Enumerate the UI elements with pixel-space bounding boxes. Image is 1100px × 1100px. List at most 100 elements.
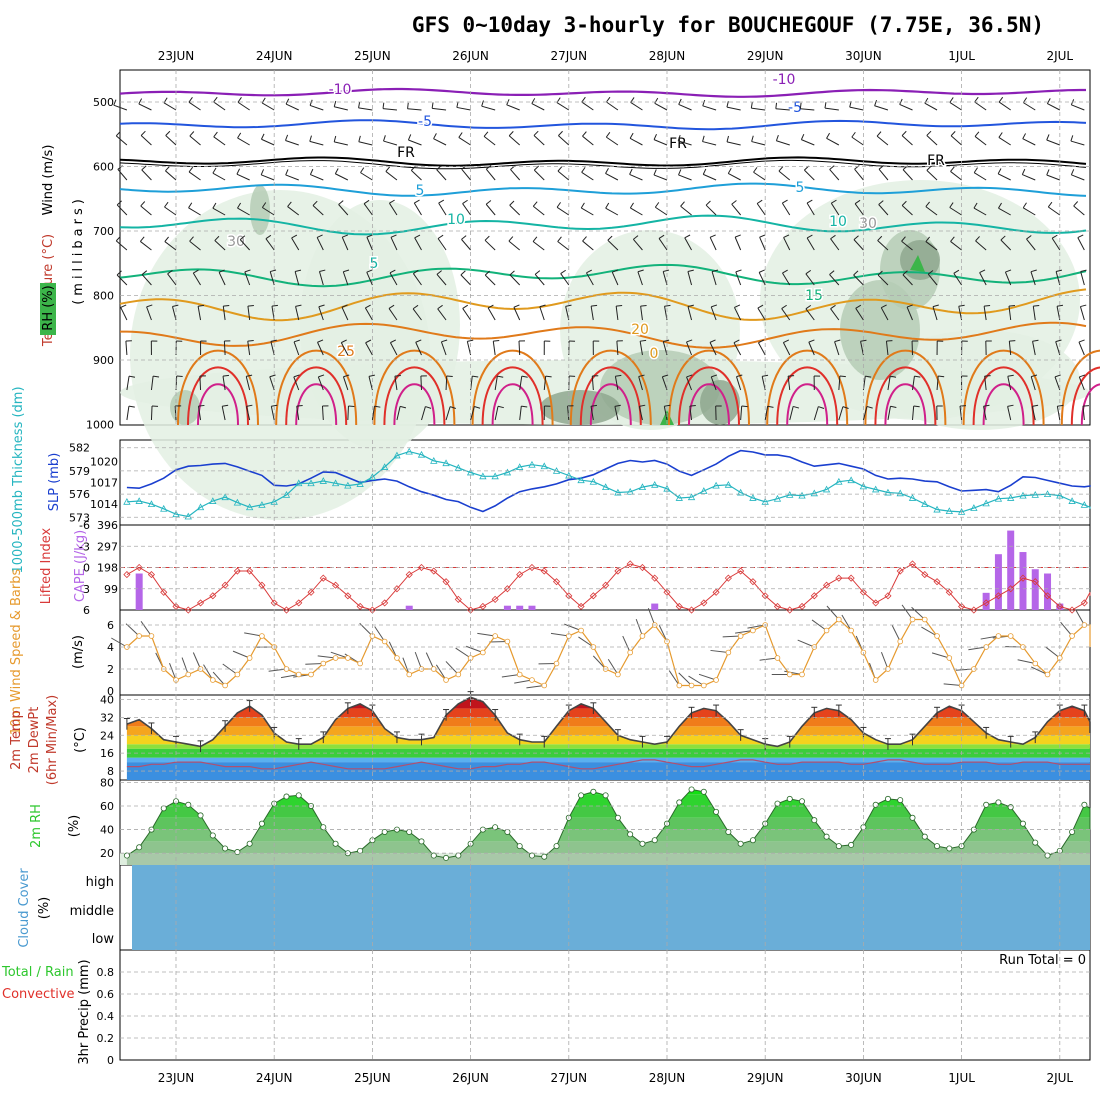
wind-barb-flag (365, 339, 372, 344)
rh-marker (627, 831, 634, 838)
wind-barb-10m (901, 604, 913, 620)
wind-barb-flag (431, 102, 434, 109)
surface-temp-dome (471, 349, 554, 426)
wind-barb-flag (854, 165, 860, 170)
rh-marker (872, 801, 879, 808)
wind-barb-10m (911, 606, 926, 620)
wind-barb-10m (203, 664, 214, 681)
wind-barb (222, 306, 226, 321)
wind-barb-flag (826, 132, 830, 139)
thickness-marker (258, 501, 266, 508)
wind-speed-marker (529, 677, 535, 683)
wind-barb-flag (407, 102, 409, 109)
wind-barb-10m (280, 674, 299, 679)
rh-marker (700, 788, 707, 795)
profile-ylabel-rh: RH (%) (41, 285, 56, 330)
thickness-marker (233, 498, 242, 506)
wind-barb (605, 173, 619, 181)
wind-barb-flag (260, 169, 265, 176)
wind-barb (1026, 238, 1036, 251)
wind-barb-10m (455, 647, 471, 659)
wind-barb-flag (141, 165, 147, 171)
wind-barb-flag (146, 304, 153, 308)
wind-barb-flag (709, 339, 716, 343)
rh-marker (823, 833, 830, 840)
wind-barb (389, 272, 398, 286)
wind-barb-flag (950, 236, 955, 242)
wind-barb (686, 341, 693, 356)
wind-barb-flag (441, 339, 448, 343)
surface-temp-dome (864, 349, 947, 426)
wind-barb (532, 205, 545, 216)
wind-barb (317, 376, 324, 391)
contour-label: 5 (796, 180, 805, 196)
wind-barb-flag (556, 202, 561, 208)
temp-ylabel-1: 2m Temp (9, 710, 24, 770)
wind-barb (800, 108, 815, 111)
date-label-bottom: 29JUN (747, 1071, 784, 1085)
wind-barb-flag (590, 404, 598, 407)
date-label-top: 2JUL (1046, 49, 1073, 63)
thickness-marker (442, 459, 450, 467)
wind-barb-flag (222, 374, 230, 377)
contour-label: 30 (227, 234, 245, 250)
wind-barb (412, 273, 422, 286)
wind-barb-flag (664, 404, 671, 407)
wind-barb (973, 207, 987, 216)
wind-barb (630, 101, 643, 111)
pressure-tick-label: 800 (93, 290, 114, 303)
wind-barb-flag (629, 202, 634, 209)
thickness-marker (626, 487, 634, 495)
wind-barb (519, 406, 522, 421)
precip-ylabel-total: Total / Rain (1, 965, 74, 980)
wind-panel (111, 604, 1091, 689)
wind-barb-10m (735, 630, 753, 634)
rh-marker (884, 795, 891, 802)
li-marker (773, 602, 782, 611)
wind-barb-flag (686, 339, 693, 343)
wind-barb-flag (415, 339, 422, 343)
wind-barb (293, 376, 300, 391)
thickness-marker (724, 480, 733, 488)
wind-barb (705, 204, 717, 216)
wind-barb (445, 406, 451, 421)
wind-barb (662, 271, 668, 286)
wind-speed-marker (148, 633, 155, 639)
wind-barb (558, 135, 570, 146)
wind-barb-flag (702, 135, 705, 142)
wind-barb-10m (710, 649, 729, 653)
wind-speed-marker (222, 682, 228, 689)
wind-barb-flag (829, 165, 835, 170)
rh-marker (258, 820, 265, 827)
wind-speed-marker (259, 633, 265, 639)
wind-barb (710, 376, 717, 391)
wind-barb-flag (800, 133, 805, 140)
wind-barb-flag (334, 168, 339, 174)
wind-speed-marker (246, 655, 253, 661)
rh-band (126, 829, 1090, 842)
thickness-marker (196, 503, 205, 511)
surface-temp-dome (285, 366, 348, 426)
cape-bar (994, 554, 1002, 610)
temp-contour-minus10 (119, 87, 1086, 98)
grid-lines (120, 70, 1090, 1060)
wind-barb (1055, 341, 1061, 356)
thickness-marker (957, 508, 966, 515)
temp-ylabel-3: (6hr Min/Max) (45, 695, 60, 785)
li-marker (651, 574, 659, 582)
wind-barb-flag (333, 100, 337, 107)
wind-barb (421, 406, 426, 421)
contour-label: 10 (447, 212, 465, 228)
frame-precip (119, 949, 1091, 1061)
wind-barb-flag (799, 102, 802, 109)
wind-barb-flag (270, 339, 277, 342)
wind-barb (341, 236, 349, 251)
wind-barb-flag (726, 101, 729, 108)
date-label-top: 28JUN (649, 49, 686, 63)
wind-barb (213, 136, 226, 146)
wind-barb (854, 203, 864, 216)
wind-barb (347, 405, 349, 421)
wind-barb (412, 308, 422, 321)
thickness-marker (491, 472, 499, 480)
wind-speed-marker (627, 649, 633, 656)
